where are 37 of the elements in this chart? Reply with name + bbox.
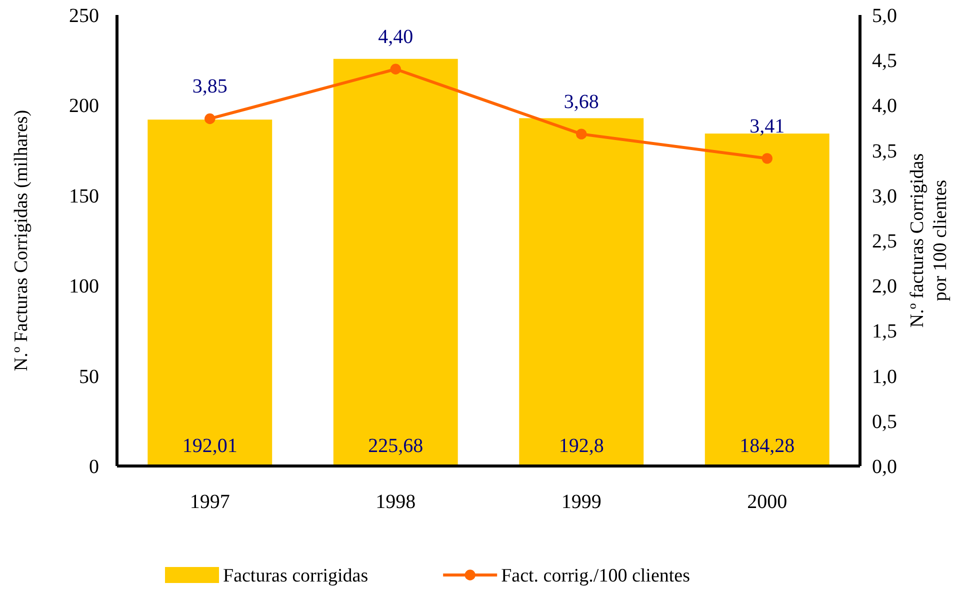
x-tick-label: 1997 <box>190 491 230 513</box>
y2-tick-label: 0,5 <box>872 410 897 433</box>
legend-label: Fact. corrig./100 clientes <box>501 566 690 587</box>
y2-tick-label: 1,5 <box>872 320 897 343</box>
x-tick-label: 1999 <box>561 491 602 513</box>
point <box>762 153 772 164</box>
y-tick-label: 100 <box>69 276 99 298</box>
y-tick-label: 0 <box>89 456 99 478</box>
y-tick-label: 50 <box>79 366 99 388</box>
data-label: 3,41 <box>750 115 785 138</box>
y2-tick-label: 3,5 <box>872 140 897 162</box>
data-label: 225,68 <box>368 435 424 457</box>
y2-tick-label: 5,0 <box>872 5 897 27</box>
y2-tick-label: 1,0 <box>872 366 897 388</box>
point <box>390 64 401 74</box>
y2-tick-label: 4,0 <box>872 95 897 118</box>
data-label: 4,40 <box>378 26 414 48</box>
y-axis-title: N.º Facturas Corrigidas (milhares) <box>11 110 32 372</box>
y2-tick-label: 0,0 <box>872 456 897 478</box>
point <box>576 128 587 140</box>
y-tick-label: 150 <box>69 185 99 208</box>
y2-tick-label: 2,5 <box>872 230 897 252</box>
y-tick-label: 250 <box>69 5 99 27</box>
y2-tick-label: 2,0 <box>872 276 897 298</box>
point <box>204 113 216 124</box>
data-label: 3,85 <box>192 76 228 98</box>
x-tick-label: 2000 <box>747 491 788 513</box>
data-label: 192,01 <box>182 435 238 457</box>
y2-axis-title: N.º facturas Corrigidas por 100 clientes <box>907 153 951 328</box>
y-tick-label: 200 <box>69 95 99 118</box>
data-label: 192,8 <box>558 435 604 457</box>
y2-tick-label: 4,5 <box>872 50 897 72</box>
data-label: 184,28 <box>740 435 795 457</box>
data-label: 3,68 <box>564 91 599 114</box>
y2-tick-label: 3,0 <box>872 185 897 208</box>
x-tick-label: 1998 <box>376 491 416 513</box>
legend-label: Facturas corrigidas <box>223 566 368 587</box>
